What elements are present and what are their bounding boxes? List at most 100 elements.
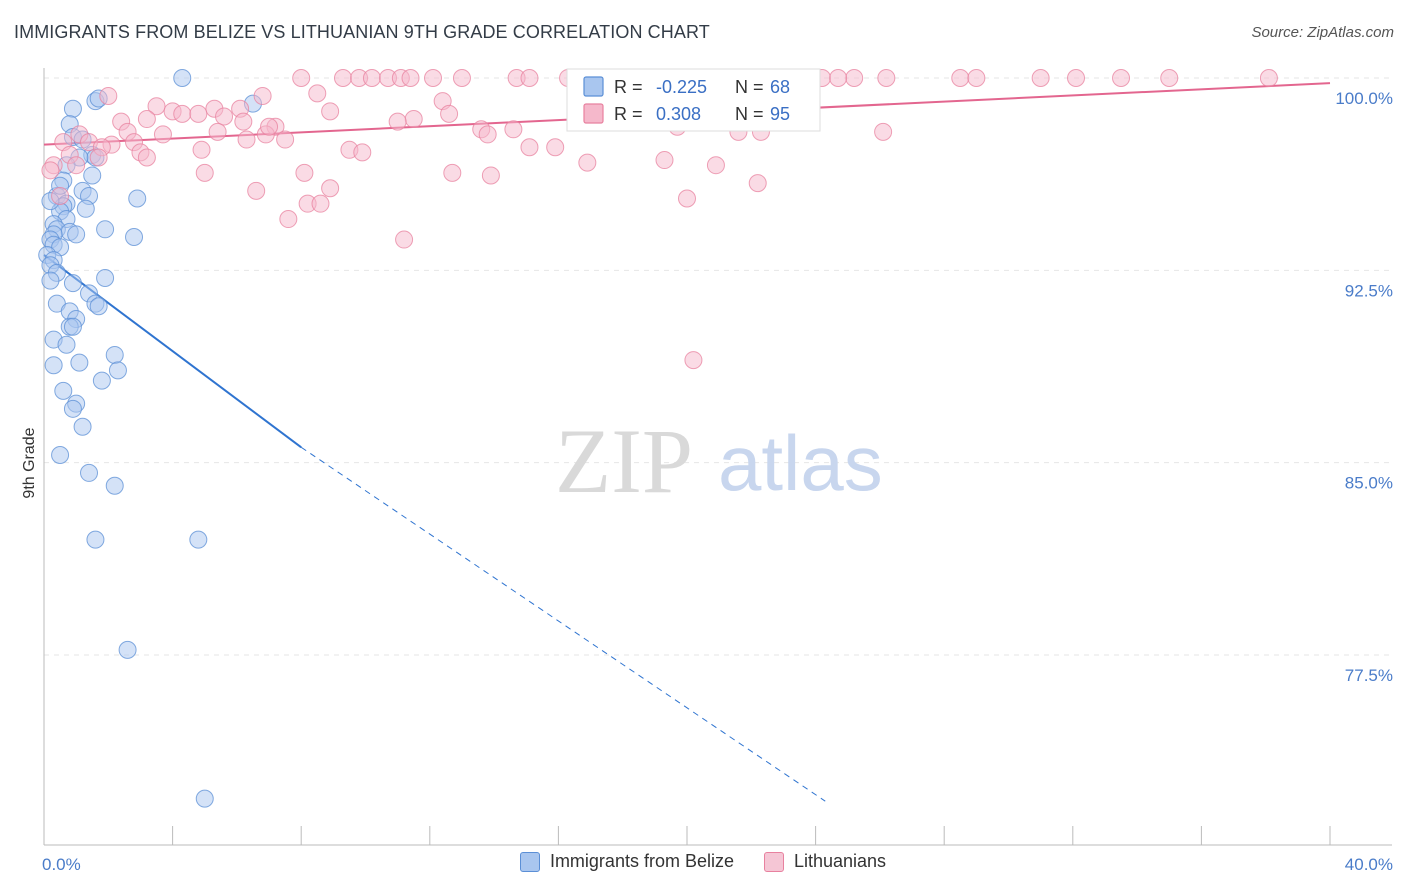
bottom-legend-label-lithuanians: Lithuanians [793, 851, 887, 871]
y-tick-label-0: 100.0% [1335, 89, 1393, 108]
point-lithuanians-77 [321, 179, 340, 198]
point-lithuanians-94 [41, 161, 60, 180]
bottom-legend-item-lithuanians: Lithuanians [763, 851, 887, 872]
legend-n-value-lithuanians: 95 [770, 104, 790, 124]
point-lithuanians-71 [578, 153, 597, 172]
bottom-legend-swatch-lithuanians [763, 851, 784, 872]
point-lithuanians-42 [189, 104, 208, 123]
bottom-legend-item-belize: Immigrants from Belize [519, 851, 734, 872]
point-lithuanians-51 [208, 122, 227, 141]
point-belize-46 [63, 317, 82, 336]
point-belize-60 [105, 476, 124, 495]
bottom-legend: Immigrants from Belize Lithuanians [0, 851, 1406, 872]
chart-title: IMMIGRANTS FROM BELIZE VS LITHUANIAN 9TH… [14, 22, 710, 42]
legend-n-label-lithuanians: N = [735, 104, 764, 124]
point-belize-16 [128, 189, 147, 208]
point-belize-52 [44, 356, 63, 375]
point-lithuanians-85 [684, 351, 703, 370]
point-belize-28 [125, 227, 144, 246]
point-lithuanians-33 [173, 104, 192, 123]
point-belize-54 [54, 381, 73, 400]
point-lithuanians-46 [388, 112, 407, 131]
y-tick-label-1: 92.5% [1345, 281, 1393, 300]
x-tick-labels: 0.0% 40.0% [42, 855, 1393, 874]
legend-r-value-belize: -0.225 [656, 77, 707, 97]
point-lithuanians-27 [253, 86, 272, 105]
point-lithuanians-73 [195, 163, 214, 182]
point-belize-37 [41, 271, 60, 290]
point-belize-50 [70, 353, 89, 372]
point-lithuanians-67 [520, 138, 539, 157]
axes [43, 68, 1392, 846]
point-belize-0 [173, 69, 192, 87]
point-lithuanians-30 [99, 86, 118, 105]
legend-swatch-belize [583, 76, 604, 97]
chart-source: Source: ZipAtlas.com [1251, 24, 1394, 41]
point-belize-58 [51, 445, 70, 464]
point-lithuanians-44 [234, 112, 253, 131]
point-belize-38 [63, 274, 82, 293]
point-lithuanians-66 [137, 148, 156, 167]
point-lithuanians-0 [292, 69, 311, 87]
point-belize-64 [195, 789, 214, 808]
point-lithuanians-28 [308, 84, 327, 103]
bottom-legend-swatch-belize [519, 851, 540, 872]
legend-r-value-lithuanians: 0.308 [656, 104, 701, 124]
point-lithuanians-38 [440, 104, 459, 123]
legend-n-value-belize: 68 [770, 77, 790, 97]
point-lithuanians-76 [481, 166, 500, 185]
x-tick-label-0: 0.0% [42, 855, 81, 874]
point-lithuanians-86 [874, 122, 893, 141]
point-lithuanians-25 [1259, 69, 1278, 87]
point-lithuanians-68 [546, 138, 565, 157]
y-tick-label-3: 77.5% [1345, 666, 1393, 685]
point-lithuanians-8 [452, 69, 471, 87]
point-lithuanians-41 [137, 110, 156, 129]
point-lithuanians-93 [478, 125, 497, 144]
point-belize-49 [105, 345, 124, 364]
legend: R = -0.225 N = 68 R = 0.308 N = 95 [566, 68, 821, 132]
point-lithuanians-39 [504, 120, 523, 139]
legend-box [566, 68, 821, 132]
point-lithuanians-78 [247, 181, 266, 200]
point-belize-62 [189, 530, 208, 549]
y-tick-labels: 100.0% 92.5% 85.0% 77.5% [1335, 89, 1393, 685]
point-lithuanians-75 [443, 163, 462, 182]
point-lithuanians-10 [520, 69, 539, 87]
point-belize-26 [67, 225, 86, 244]
point-lithuanians-31 [147, 97, 166, 116]
legend-n-label-belize: N = [735, 77, 764, 97]
watermark: ZIP atlas [555, 410, 883, 512]
legend-swatch-lithuanians [583, 103, 604, 124]
point-lithuanians-23 [1112, 69, 1131, 87]
point-lithuanians-70 [706, 156, 725, 175]
point-lithuanians-50 [153, 125, 172, 144]
point-belize-56 [63, 399, 82, 418]
point-lithuanians-6 [401, 69, 420, 87]
point-lithuanians-1 [333, 69, 352, 87]
series-lithuanians [41, 69, 1278, 370]
point-belize-51 [108, 361, 127, 380]
point-belize-53 [92, 371, 111, 390]
point-belize-48 [57, 335, 76, 354]
y-axis-label: 9th Grade [21, 427, 38, 498]
series-belize [38, 69, 262, 808]
point-belize-19 [76, 199, 95, 218]
point-lithuanians-82 [748, 174, 767, 193]
point-lithuanians-20 [967, 69, 986, 87]
point-lithuanians-65 [89, 148, 108, 167]
point-belize-2 [63, 99, 82, 118]
point-belize-61 [86, 530, 105, 549]
point-lithuanians-19 [951, 69, 970, 87]
point-lithuanians-54 [276, 130, 295, 149]
point-belize-42 [89, 297, 108, 316]
point-belize-57 [73, 417, 92, 436]
point-belize-67 [83, 166, 102, 185]
point-lithuanians-17 [845, 69, 864, 87]
point-belize-63 [118, 640, 137, 659]
point-belize-23 [96, 220, 115, 239]
point-lithuanians-80 [311, 194, 330, 213]
x-tick-label-1: 40.0% [1345, 855, 1393, 874]
watermark-zip: ZIP [555, 410, 693, 512]
